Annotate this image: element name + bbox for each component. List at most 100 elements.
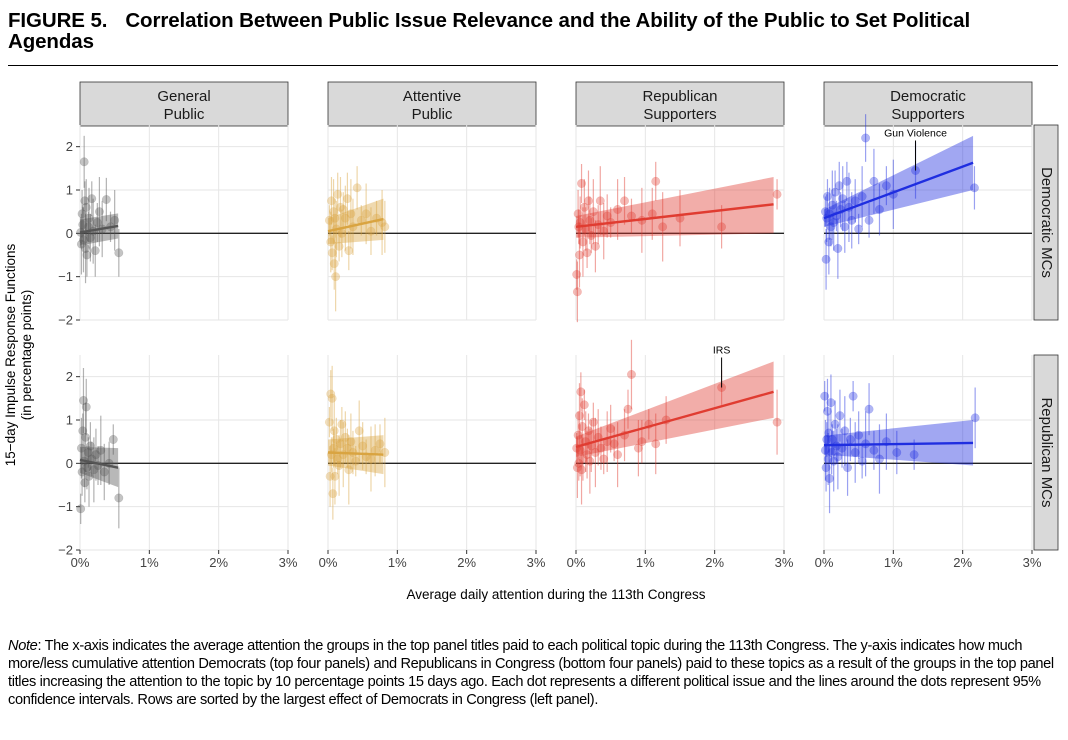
data-point	[574, 458, 584, 468]
data-point	[325, 471, 335, 481]
data-point	[825, 474, 834, 483]
data-point	[875, 205, 884, 214]
data-point	[77, 209, 87, 219]
data-point	[82, 463, 92, 473]
data-point	[620, 196, 629, 206]
data-point	[861, 133, 871, 143]
column-strip-line2: Public	[412, 106, 453, 123]
data-point	[329, 426, 339, 436]
panel-grid	[823, 355, 1033, 551]
x-tick-label: 2%	[209, 555, 228, 570]
x-tick-label: 3%	[775, 555, 794, 570]
data-point	[82, 250, 92, 260]
data-point	[114, 493, 124, 503]
data-point	[572, 287, 582, 297]
data-point	[830, 187, 840, 197]
data-point	[613, 205, 623, 214]
data-point	[110, 215, 120, 225]
data-point	[854, 430, 864, 440]
data-point	[840, 222, 850, 232]
data-point	[96, 445, 106, 455]
data-point	[575, 411, 584, 421]
column-strip-line2: Supporters	[891, 106, 964, 123]
figure-number: FIGURE 5.	[8, 9, 108, 32]
data-point	[595, 196, 605, 206]
data-point	[333, 189, 343, 199]
data-point	[772, 189, 782, 199]
panel-data	[324, 365, 390, 520]
panel-data	[76, 368, 124, 529]
data-point	[824, 237, 834, 247]
confidence-band	[328, 198, 384, 245]
data-point	[361, 209, 371, 219]
column-strip-line2: Supporters	[643, 106, 716, 123]
annotation-label: IRS	[713, 345, 731, 357]
data-point	[351, 456, 361, 466]
data-point	[346, 209, 356, 219]
data-point	[108, 435, 118, 444]
data-point	[85, 233, 95, 243]
y-axis-label-line1: 15−day Impulse Response Functions	[3, 244, 18, 467]
y-tick-label: 1	[66, 413, 73, 428]
column-strip-box	[327, 81, 537, 127]
x-tick-label: 2%	[953, 555, 972, 570]
data-point	[827, 448, 837, 457]
data-point	[573, 209, 583, 219]
data-point	[850, 448, 860, 457]
data-point	[577, 179, 586, 188]
row-strip-box	[1033, 124, 1059, 321]
data-point	[633, 443, 643, 453]
column-strip-box	[575, 81, 785, 127]
fit-line	[575, 203, 774, 229]
data-point	[602, 211, 612, 221]
data-point	[327, 248, 337, 258]
data-point	[340, 432, 350, 442]
data-point	[87, 194, 97, 204]
data-point	[79, 396, 88, 405]
data-point	[845, 435, 855, 444]
data-point	[577, 465, 586, 475]
data-point	[651, 176, 661, 186]
column-strip-line1: Attentive	[403, 88, 461, 105]
panel-grid	[575, 125, 785, 321]
data-point	[84, 213, 94, 223]
confidence-band	[824, 420, 974, 466]
data-point	[78, 220, 88, 230]
data-point	[847, 215, 857, 225]
data-point	[584, 426, 593, 436]
x-tick-label: 0%	[567, 555, 586, 570]
data-point	[830, 419, 840, 429]
data-point	[833, 244, 843, 253]
x-tick-label: 0%	[815, 555, 834, 570]
data-point	[578, 454, 588, 464]
data-point	[820, 391, 830, 401]
data-point	[336, 439, 345, 449]
column-strip-box	[79, 81, 289, 127]
data-point	[820, 207, 830, 217]
x-tick-label: 0%	[319, 555, 338, 570]
data-point	[326, 389, 336, 399]
data-point	[821, 463, 831, 473]
y-tick-label: 2	[66, 369, 73, 384]
data-point	[627, 211, 636, 221]
x-tick-label: 1%	[388, 555, 407, 570]
data-point	[588, 207, 598, 217]
data-point	[81, 402, 91, 412]
data-point	[94, 207, 104, 217]
data-point	[579, 202, 589, 212]
data-point	[78, 426, 88, 436]
data-point	[358, 441, 368, 451]
data-point	[380, 222, 390, 232]
figure-title: FIGURE 5. Correlation Between Public Issu…	[8, 10, 1058, 52]
data-point	[821, 254, 831, 264]
data-point	[864, 404, 874, 414]
data-point	[582, 248, 592, 258]
title-rule	[8, 65, 1058, 66]
x-tick-label: 3%	[1023, 555, 1042, 570]
data-point	[857, 456, 867, 466]
data-point	[834, 181, 844, 191]
confidence-band	[80, 446, 119, 488]
column-strip-line1: Republican	[642, 88, 717, 105]
data-point	[76, 504, 86, 514]
